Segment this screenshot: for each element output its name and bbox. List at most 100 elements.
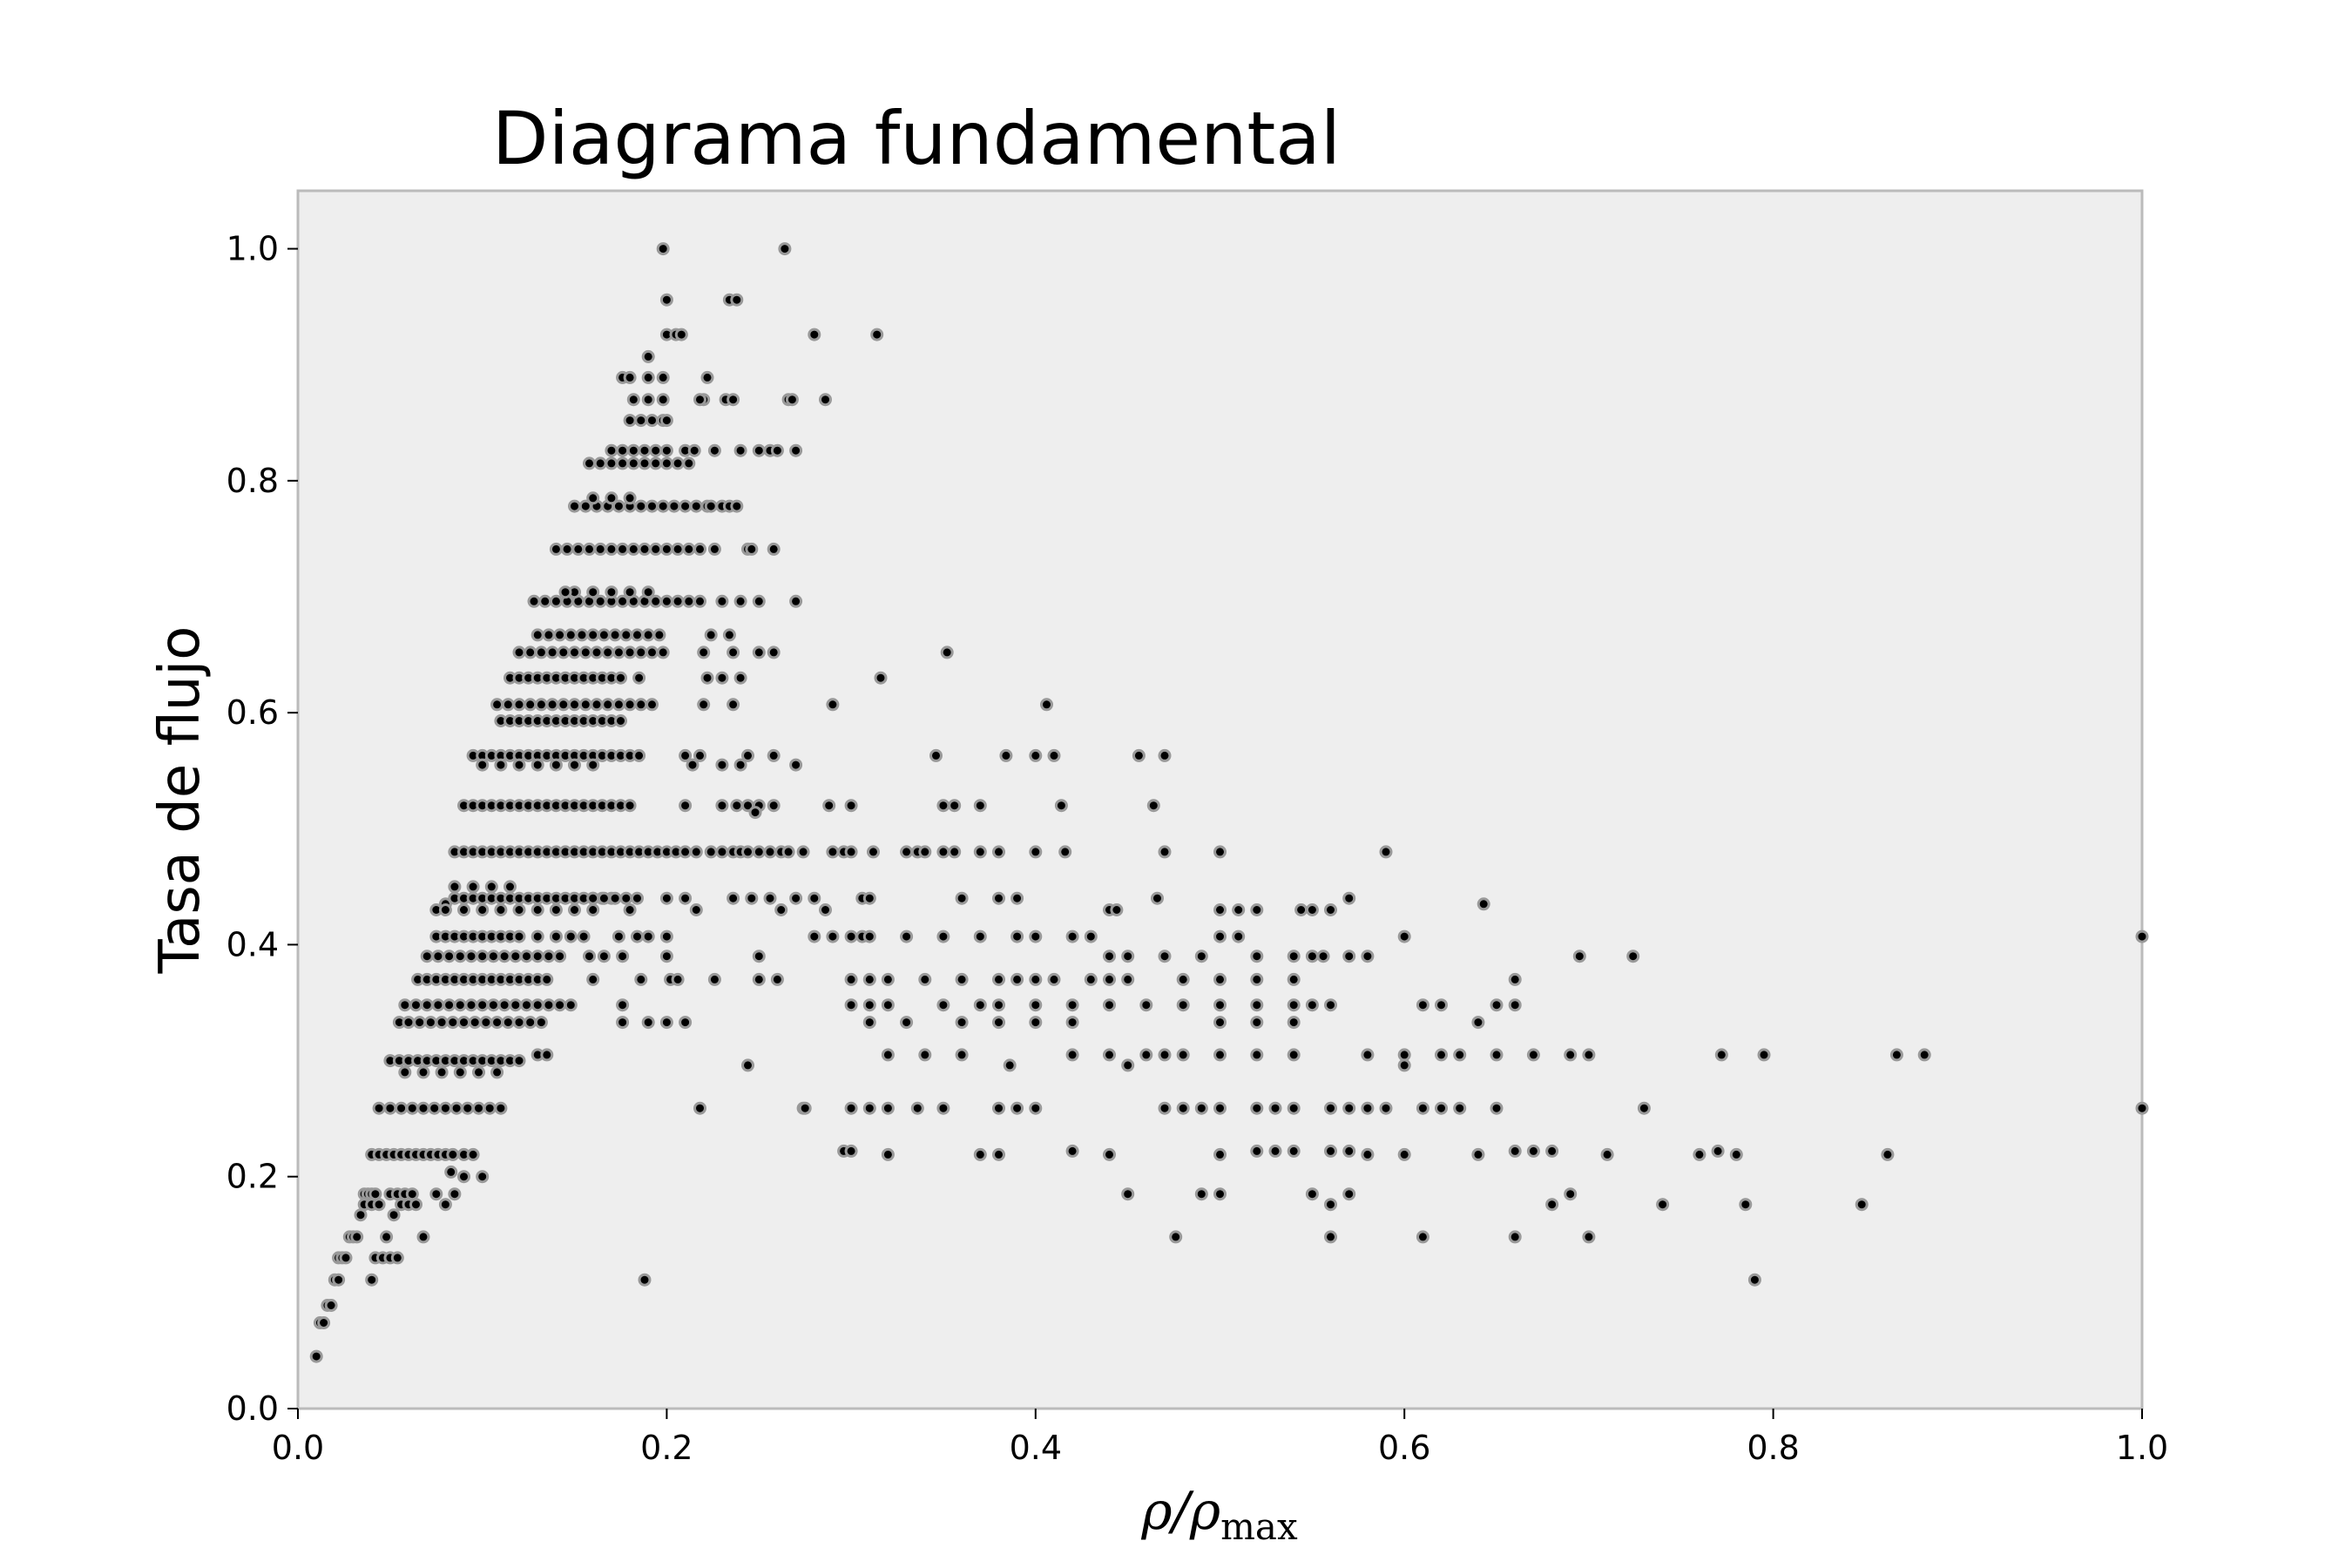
data-point-387	[583, 456, 596, 470]
data-point-451	[733, 671, 747, 685]
data-point-715	[1526, 1144, 1540, 1158]
data-point-337	[549, 594, 563, 608]
data-point-738	[1626, 950, 1640, 963]
data-point-509	[789, 891, 803, 905]
data-point-667	[1490, 1048, 1504, 1062]
data-point-621	[844, 998, 858, 1012]
data-point-519	[752, 950, 766, 963]
data-point-639	[1490, 998, 1504, 1012]
data-point-425	[693, 393, 706, 407]
data-point-643	[955, 1016, 969, 1030]
data-point-293	[634, 698, 648, 712]
data-point-646	[1065, 1016, 1079, 1030]
data-point-601	[1213, 903, 1227, 916]
data-point-397	[605, 443, 618, 457]
data-point-537	[826, 845, 840, 859]
data-point-737	[1572, 950, 1586, 963]
data-point-476	[704, 845, 718, 859]
data-point-594	[1361, 950, 1375, 963]
data-point-52	[448, 1187, 462, 1201]
data-point-473	[679, 799, 693, 813]
data-point-89	[472, 1065, 485, 1079]
data-point-586	[1194, 950, 1208, 963]
data-point-587	[1213, 929, 1227, 943]
x-tick-label: 0.0	[272, 1429, 324, 1467]
y-axis: 0.0 0.2 0.4 0.6 0.8 1.0	[226, 230, 298, 1428]
data-point-364	[626, 542, 640, 556]
data-point-332	[631, 628, 644, 642]
data-point-728	[1656, 1198, 1670, 1212]
data-point-405	[623, 414, 637, 428]
data-point-523	[671, 972, 685, 986]
data-point-645	[1029, 1016, 1043, 1030]
data-point-733	[1416, 1230, 1429, 1244]
data-point-593	[1342, 950, 1356, 963]
data-point-508	[774, 903, 788, 916]
data-point-281	[501, 698, 515, 712]
data-point-356	[558, 585, 572, 599]
data-point-35	[416, 1230, 430, 1244]
plot-area	[296, 189, 2144, 1410]
data-point-573	[844, 929, 858, 943]
data-point-562	[999, 748, 1013, 762]
data-point-504	[689, 903, 703, 916]
data-point-193	[466, 880, 480, 894]
data-point-416	[656, 370, 670, 384]
data-point-159	[531, 929, 544, 943]
data-point-699	[844, 1144, 858, 1158]
data-point-501	[631, 891, 644, 905]
data-point-401	[649, 443, 663, 457]
data-point-107	[420, 998, 434, 1012]
data-point-262	[531, 758, 544, 772]
data-point-434	[730, 499, 744, 513]
data-point-394	[659, 456, 673, 470]
data-point-578	[973, 929, 987, 943]
data-point-683	[1194, 1101, 1208, 1115]
data-point-619	[1250, 972, 1264, 986]
data-point-346	[649, 594, 663, 608]
data-point-336	[538, 594, 552, 608]
data-point-726	[1545, 1198, 1559, 1212]
data-point-87	[435, 1065, 449, 1079]
data-point-88	[453, 1065, 467, 1079]
data-point-284	[534, 698, 548, 712]
data-point-119	[553, 998, 567, 1012]
data-point-112	[476, 998, 490, 1012]
data-point-719	[1729, 1147, 1743, 1161]
data-point-545	[918, 845, 932, 859]
data-point-638	[1435, 998, 1448, 1012]
data-point-514	[659, 929, 673, 943]
data-point-104	[534, 1016, 548, 1030]
data-point-426	[707, 443, 721, 457]
data-point-192	[448, 880, 462, 894]
data-point-612	[1029, 972, 1043, 986]
data-point-592	[1316, 950, 1330, 963]
data-point-378	[645, 499, 659, 513]
data-point-62	[438, 1101, 452, 1115]
data-point-136	[420, 950, 434, 963]
data-point-614	[1084, 972, 1098, 986]
data-point-631	[1176, 998, 1190, 1012]
data-point-65	[472, 1101, 485, 1115]
data-point-307	[614, 671, 627, 685]
data-point-84	[540, 1048, 554, 1062]
data-point-700	[881, 1147, 895, 1161]
data-point-517	[616, 950, 630, 963]
data-point-718	[1693, 1147, 1707, 1161]
data-point-611	[1010, 972, 1024, 986]
data-point-503	[679, 891, 693, 905]
data-point-468	[715, 758, 729, 772]
data-point-563	[1040, 698, 1053, 712]
data-point-437	[745, 542, 759, 556]
data-point-330	[608, 628, 622, 642]
data-point-525	[752, 972, 766, 986]
data-point-294	[645, 698, 659, 712]
data-point-706	[1250, 1144, 1264, 1158]
data-point-675	[881, 1101, 895, 1115]
data-point-410	[641, 393, 655, 407]
x-axis-label-subscript: max	[1220, 1505, 1298, 1548]
y-tick-label: 0.6	[226, 693, 279, 732]
data-point-674	[862, 1101, 876, 1115]
data-point-497	[586, 891, 600, 905]
y-tick-label: 0.0	[226, 1389, 279, 1428]
